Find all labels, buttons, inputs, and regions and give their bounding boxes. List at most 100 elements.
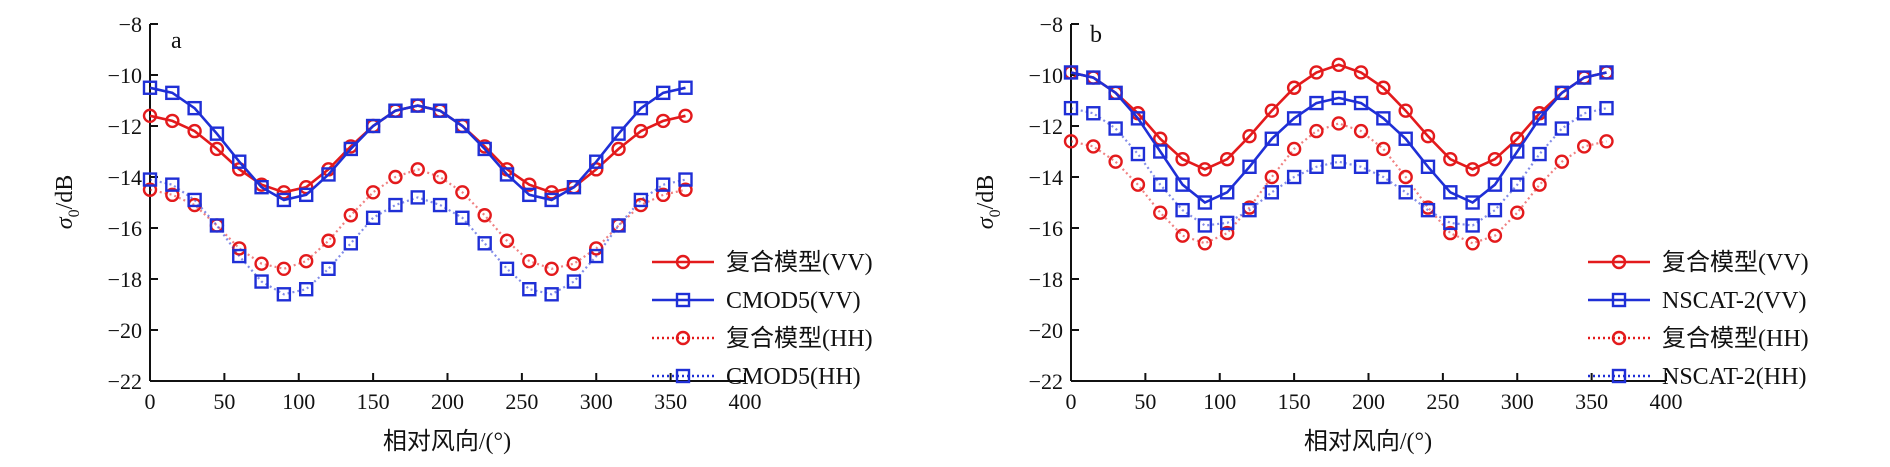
x-tick-label: 0 [145,389,156,414]
data-point [1242,128,1257,144]
data-point [1219,151,1235,167]
data-point [544,192,559,208]
legend-label-4: CMOD5(HH) [726,364,861,390]
y-tick-label: −20 [1029,318,1063,343]
data-point [655,113,671,129]
y-tick-label: −10 [1029,63,1063,88]
data-point [142,182,158,197]
y-tick-label: −22 [1029,369,1063,394]
data-point [1420,128,1436,144]
y-tick-label: −20 [108,318,142,343]
data-point [1175,151,1190,167]
data-point [499,167,515,182]
data-point [611,126,626,141]
data-point [1487,151,1503,167]
data-point [1510,205,1525,220]
legend-marker-2 [1611,292,1627,308]
legend-label-3: 复合模型(HH) [1662,325,1809,352]
y-axis-title-unit: /dB [973,175,999,210]
data-point [1576,139,1592,154]
data-point [522,177,537,192]
data-point [1331,154,1346,169]
data-point [254,179,269,195]
data-point [1286,141,1302,157]
data-point [1532,146,1547,162]
data-point [1376,169,1391,185]
y-axis-title-subscript: 0 [987,209,1004,217]
data-point [1219,215,1235,231]
data-point [1309,123,1324,139]
data-point [1264,131,1280,146]
data-point [611,218,626,233]
data-point [1309,65,1324,80]
data-point [254,256,269,271]
data-point [165,187,180,203]
data-point [1130,146,1146,162]
data-point [321,167,336,182]
x-tick-label: 350 [654,389,687,414]
data-point [1108,121,1123,136]
data-point [1286,80,1302,95]
data-point [1376,141,1391,157]
panel-letter: b [1090,22,1102,48]
y-tick-label: −12 [1029,114,1063,139]
data-point [1063,65,1079,80]
data-point [1086,70,1101,85]
data-point [1175,177,1190,192]
data-point [1242,159,1257,175]
data-point [432,169,448,185]
data-point [1398,169,1413,185]
series-line-2 [1070,71,1607,205]
data-point [566,274,582,289]
x-tick-label: 200 [1352,389,1385,414]
legend-label-1: 复合模型(VV) [1662,249,1809,276]
data-point [365,210,381,226]
data-point [1086,106,1101,121]
data-point [187,192,202,208]
chart-panel-a: −22 −20 −18 −16 −14 −12 −10 −8 0 50 100 150 200 250 30… [52,12,873,455]
data-point [1510,177,1525,192]
data-point [1599,65,1614,80]
data-point [566,256,582,271]
data-point [1465,195,1480,210]
data-point [276,261,292,276]
data-point [1197,236,1213,251]
y-axis-title-subscript: 0 [66,209,83,217]
x-tick-label: 100 [1203,389,1236,414]
data-point [1219,225,1235,241]
series-line-3 [149,168,686,270]
y-axis-title: σ0/dB [52,175,83,230]
data-point [1353,65,1369,80]
data-point [1175,228,1190,243]
data-point [522,282,537,297]
data-point [477,208,492,223]
data-point [1465,162,1480,177]
data-point [633,123,649,139]
data-point [1197,195,1213,210]
data-point [365,118,381,134]
data-point [1398,103,1413,118]
legend-marker-4 [675,368,691,384]
x-tick-label: 250 [1426,389,1459,414]
data-point [566,179,582,195]
data-point [1197,218,1213,233]
data-point [544,261,559,276]
data-point [1353,159,1369,175]
data-point [165,113,180,129]
x-tick-label: 300 [580,389,613,414]
data-point [655,177,671,192]
data-point [1599,134,1614,149]
x-tick-label: 50 [213,389,235,414]
data-point [410,98,425,113]
data-point [1309,159,1324,175]
y-tick-label: −16 [1029,216,1063,241]
legend-label-4: NSCAT-2(HH) [1662,364,1806,390]
data-point [1197,162,1213,177]
data-point [655,85,671,101]
x-tick-label: 200 [431,389,464,414]
data-point [388,103,403,118]
data-point [1420,202,1436,218]
x-tick-label: 300 [1501,389,1534,414]
data-point [455,210,470,226]
